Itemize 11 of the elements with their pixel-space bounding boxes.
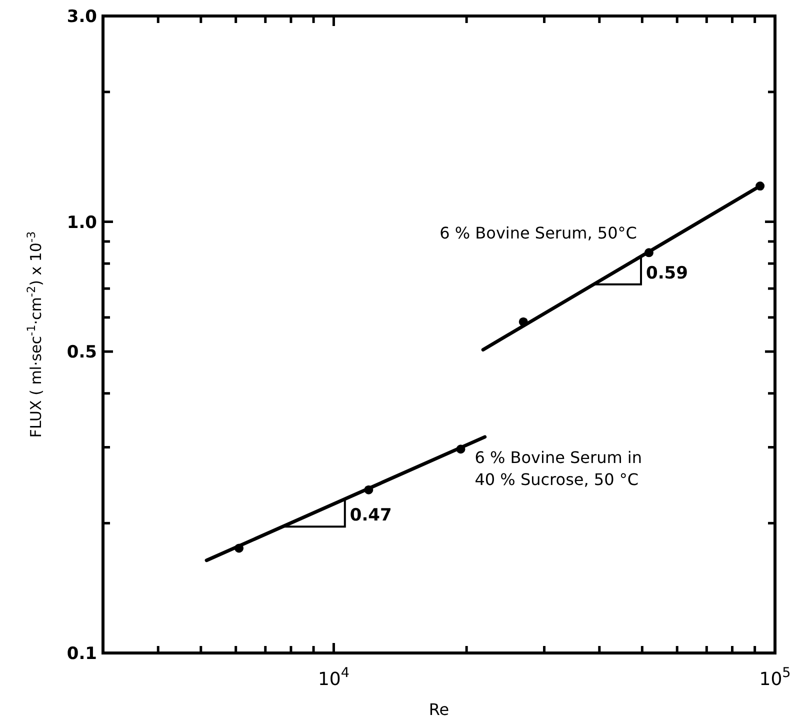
series-label: 6 % Bovine Serum in 40 % Sucrose, 50 °C xyxy=(474,448,642,490)
annotation: 0.59 xyxy=(646,263,688,284)
annotation: 0.47 xyxy=(350,506,392,526)
x-tick-label: 10$^{5}$ xyxy=(759,665,791,690)
y-tick-label: 3.0 xyxy=(66,7,98,27)
series-label: 6 % Bovine Serum, 50°C xyxy=(440,224,637,243)
y-tick-label: 0.5 xyxy=(66,342,97,363)
x-axis-title: Re xyxy=(428,700,450,719)
y-tick-label: 1.0 xyxy=(66,212,98,233)
x-tick-label: 10$^{4}$ xyxy=(318,665,350,690)
y-tick-label: 0.1 xyxy=(66,644,97,664)
